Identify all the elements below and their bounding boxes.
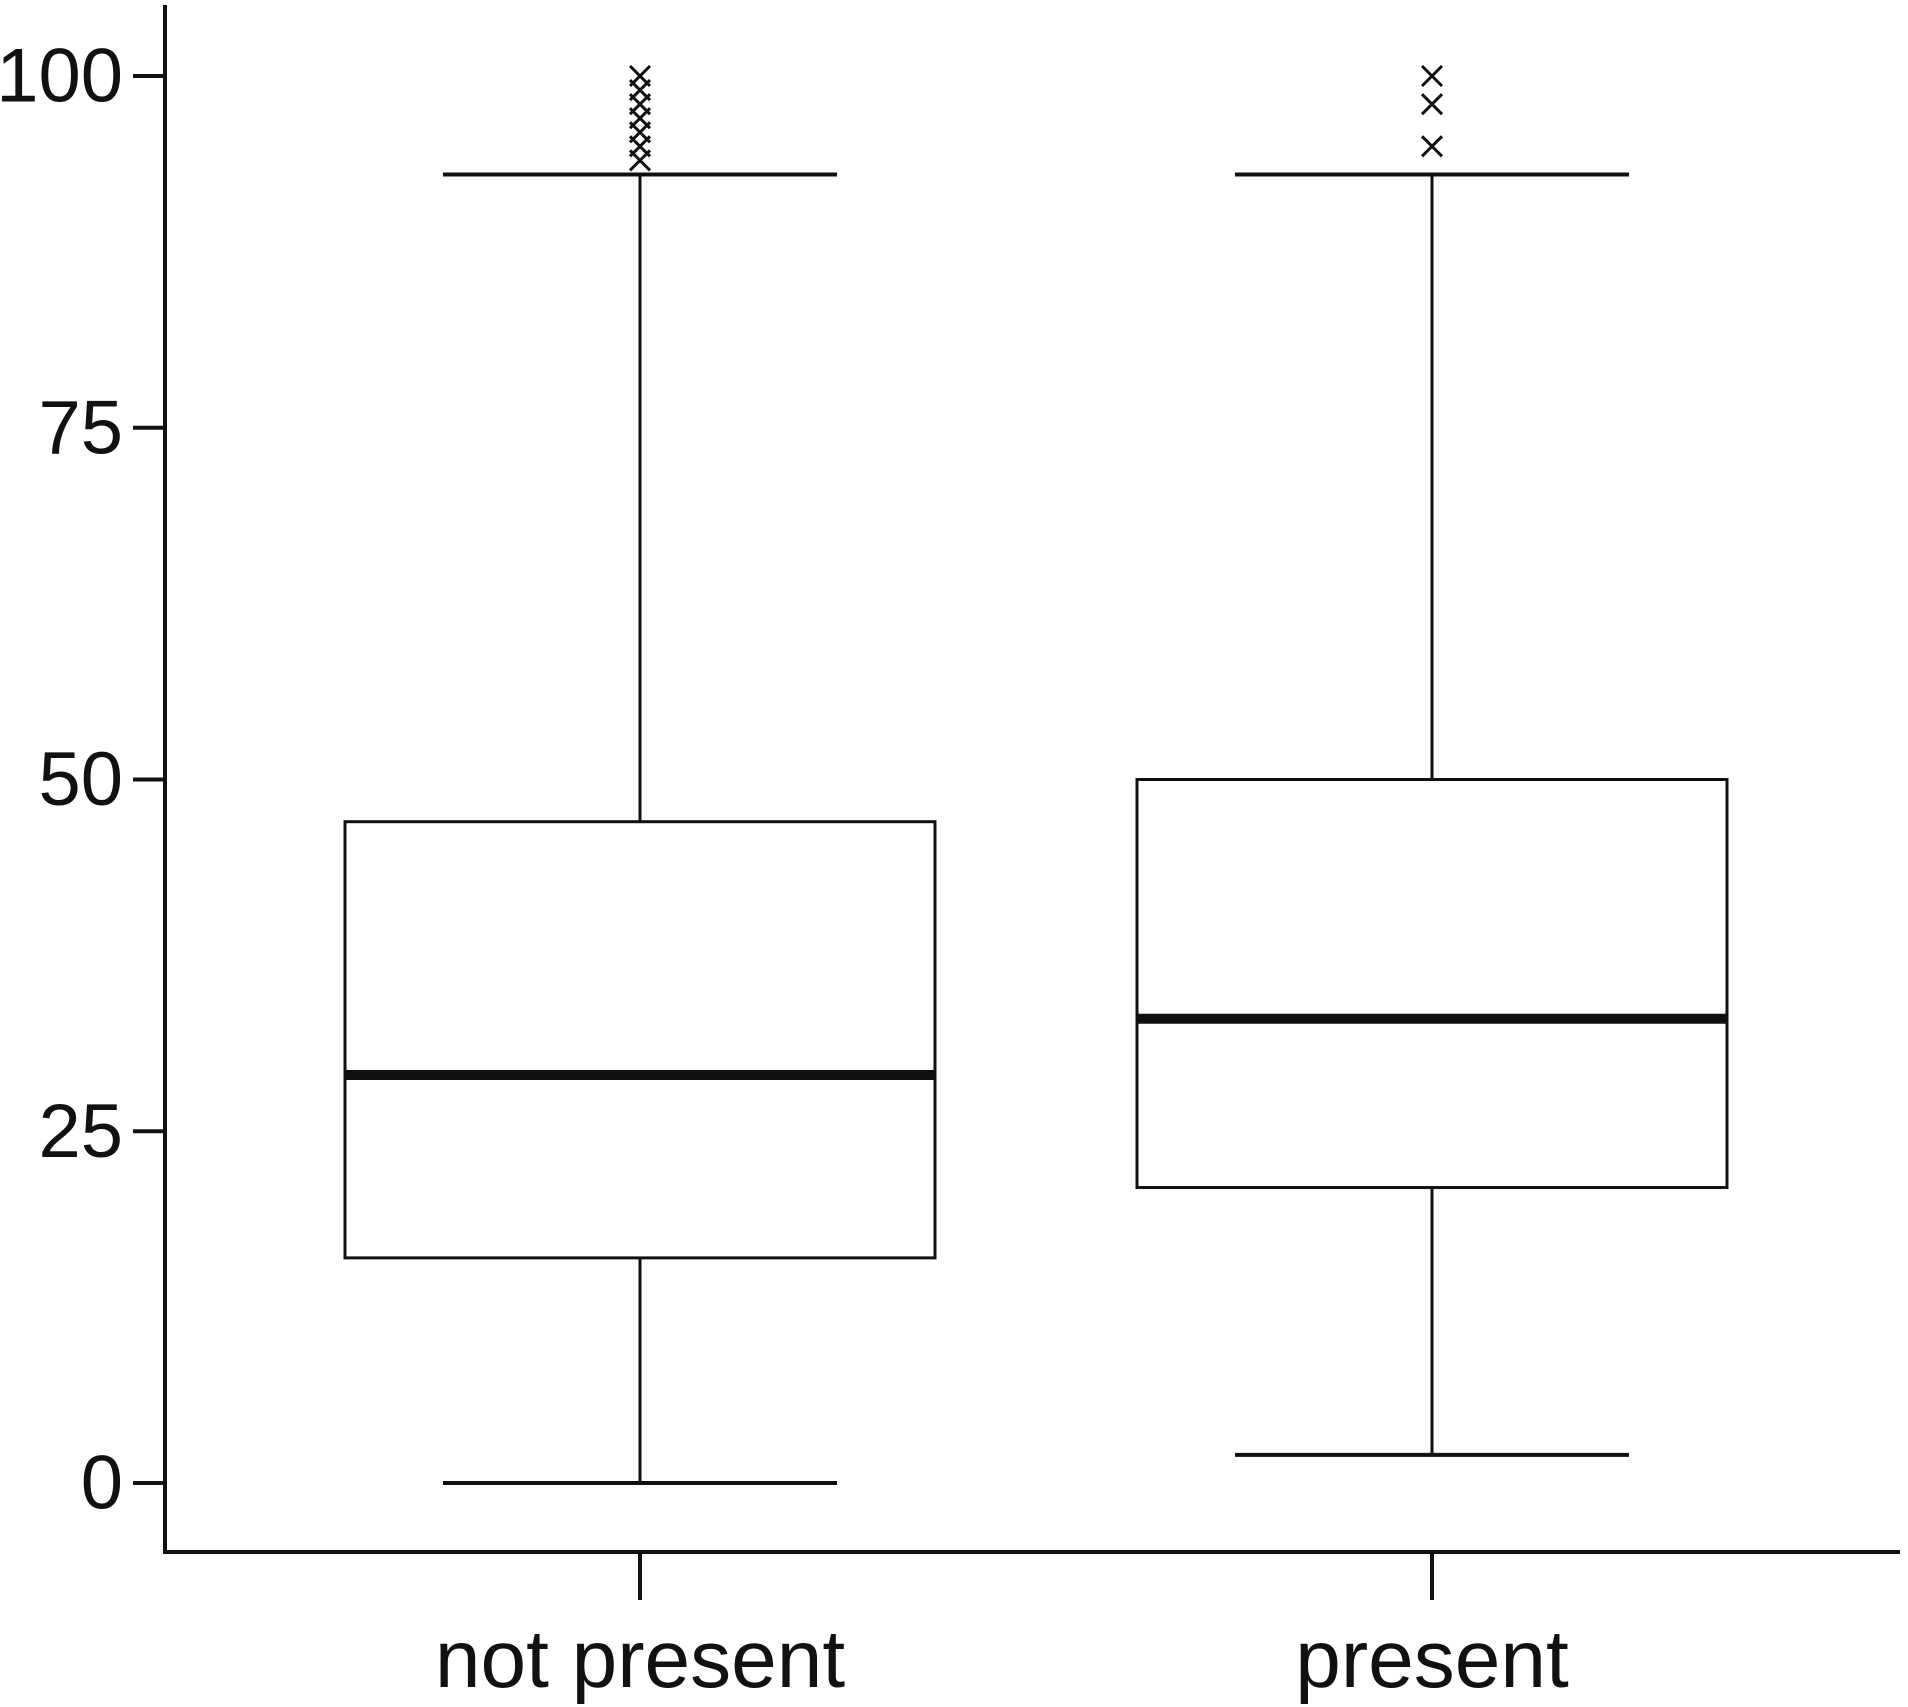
outlier-stroke-b: [1420, 135, 1444, 158]
outlier-stroke-b: [1420, 93, 1444, 116]
outlier-stroke-b: [628, 64, 652, 88]
iqr-box-not-present: [343, 820, 937, 1260]
x-tick-label-present: present: [1295, 1614, 1569, 1705]
outlier-not-present-6: [628, 64, 652, 88]
boxes-layer: [343, 64, 1729, 1485]
outlier-stroke-b: [1420, 64, 1444, 88]
y-tick-label-75: 75: [38, 385, 123, 470]
box-not-present: [343, 64, 937, 1485]
outlier-present-1: [1420, 93, 1444, 116]
y-tick-label-100: 100: [0, 34, 123, 119]
axes-layer: [133, 5, 1900, 1600]
labels-layer: 0 25 50 75 100 not present present: [0, 34, 1569, 1706]
y-tick-label-50: 50: [38, 737, 123, 822]
outlier-present-0: [1420, 135, 1444, 158]
iqr-box-present: [1135, 778, 1729, 1190]
outlier-present-2: [1420, 64, 1444, 88]
x-tick-label-not-present: not present: [435, 1614, 845, 1705]
box-present: [1135, 64, 1729, 1457]
y-tick-label-0: 0: [81, 1441, 123, 1526]
y-tick-label-25: 25: [38, 1089, 123, 1174]
